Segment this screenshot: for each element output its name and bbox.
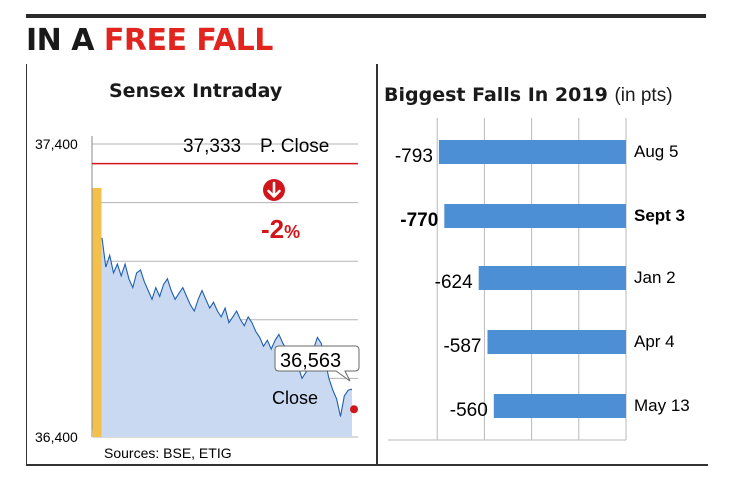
prev-close-value: 37,333 xyxy=(183,136,241,157)
falls-category-label: Jan 2 xyxy=(634,268,676,287)
frame-bottom-border xyxy=(26,464,708,466)
falls-chart: -793 Aug 5 -770 Sept 3 -624 Jan 2 -587 Apr 4 -56… xyxy=(388,118,690,441)
close-marker xyxy=(350,405,358,414)
falls-value-label: -770 xyxy=(400,210,438,231)
close-callout: 36,563 xyxy=(274,345,360,382)
open-spike-bar xyxy=(92,187,102,437)
falls-category-label: Sept 3 xyxy=(634,206,685,225)
prev-close-label: P. Close xyxy=(260,136,329,157)
headline: IN A FREE FALL xyxy=(26,22,273,60)
falls-bars: -793 Aug 5 -770 Sept 3 -624 Jan 2 -587 Apr 4 -56… xyxy=(395,140,690,421)
frame-left-border xyxy=(26,64,27,466)
falls-bar xyxy=(438,140,626,164)
falls-bar xyxy=(444,204,626,228)
falls-value-label: -793 xyxy=(395,146,433,167)
falls-value-label: -587 xyxy=(443,336,481,357)
sensex-area xyxy=(92,237,352,437)
falls-value-label: -624 xyxy=(435,272,473,293)
falls-value-label: -560 xyxy=(450,400,488,421)
source-note: Sources: BSE, ETIG xyxy=(104,445,232,461)
headline-accent: FREE FALL xyxy=(103,23,274,58)
panel-frame xyxy=(26,64,708,466)
falls-bar xyxy=(493,394,626,418)
headline-rule xyxy=(26,14,706,18)
falls-title-unit: (in pts) xyxy=(614,85,673,106)
sensex-panel-title: Sensex Intraday xyxy=(109,80,283,102)
headline-part1: IN A xyxy=(26,23,94,58)
falls-panel-title: Biggest Falls In 2019 (in pts) xyxy=(384,84,673,107)
down-arrow-circle-icon xyxy=(263,179,285,201)
close-value: 36,563 xyxy=(280,350,341,372)
change-percent-value: -2% xyxy=(261,214,300,244)
falls-bar xyxy=(487,330,626,354)
y-tick-bottom: 36,400 xyxy=(35,429,78,445)
falls-title-bold: Biggest Falls In 2019 xyxy=(384,84,608,106)
falls-category-label: Aug 5 xyxy=(634,142,678,161)
falls-category-label: May 13 xyxy=(634,396,690,415)
falls-category-label: Apr 4 xyxy=(634,332,675,351)
close-label: Close xyxy=(272,388,318,408)
y-tick-top: 37,400 xyxy=(35,136,78,152)
frame-divider xyxy=(376,64,378,466)
falls-bar xyxy=(478,266,626,290)
sensex-chart: 37,400 36,400 37,333 P. Close -2% 36,563… xyxy=(35,136,360,461)
